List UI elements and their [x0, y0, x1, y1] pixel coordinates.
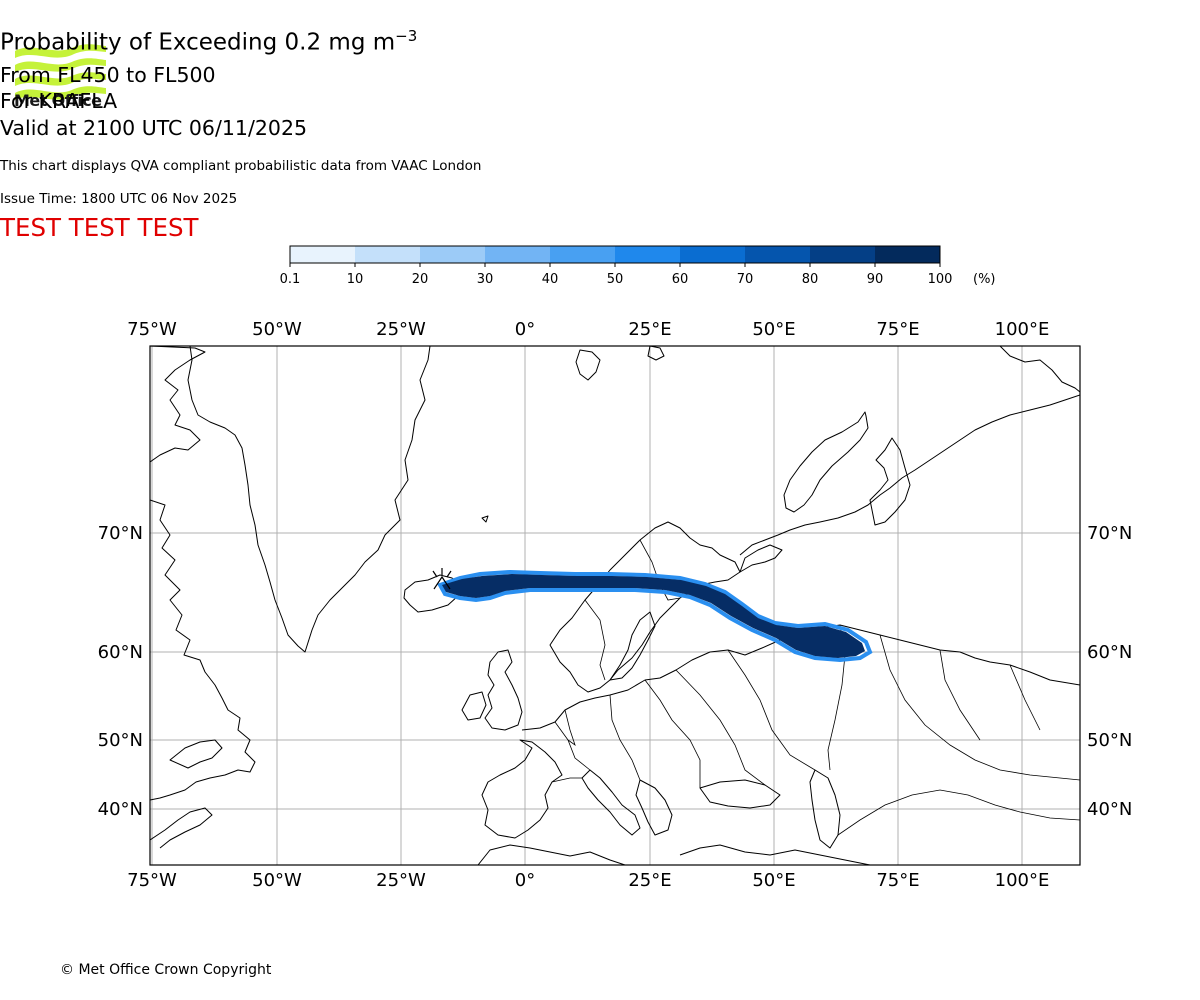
border-russia-north — [939, 649, 1041, 741]
lat-label-left: 70°N — [98, 523, 143, 544]
coastline-caspian — [809, 769, 841, 849]
volcano-icon — [432, 568, 452, 590]
colorbar-cell-2 — [420, 246, 486, 263]
coastline-siberia — [739, 394, 1080, 556]
colorbar-tick-label: 80 — [802, 272, 819, 287]
lon-label-top: 50°E — [752, 319, 795, 340]
coastline-yamal — [869, 437, 911, 526]
colorbar-tick-label: 90 — [867, 272, 884, 287]
colorbar-cell-6 — [680, 246, 746, 263]
colorbar-cell-3 — [485, 246, 551, 263]
lon-label-top: 25°W — [376, 319, 426, 340]
lat-label-left: 60°N — [98, 642, 143, 663]
flight-level-range: From FL450 to FL500 — [0, 63, 216, 87]
lon-label-bottom: 25°E — [628, 870, 671, 891]
coastline-kola — [739, 544, 783, 573]
colorbar-tick-label: 20 — [412, 272, 429, 287]
met-office-logo — [15, 44, 106, 100]
coastline-black-sea — [699, 779, 781, 809]
lon-label-top: 25°E — [628, 319, 671, 340]
colorbar-tick-label: 100 — [928, 272, 953, 287]
lon-label-bottom: 75°W — [127, 870, 177, 891]
coastline-franz-josef — [647, 346, 665, 361]
lon-label-top: 50°W — [252, 319, 302, 340]
coastline-taymyr — [999, 346, 1080, 393]
colorbar-cell-9 — [875, 246, 941, 263]
valid-time: Valid at 2100 UTC 06/11/2025 — [0, 116, 308, 140]
lat-label-left: 40°N — [98, 799, 143, 820]
coastline-gulf-bothnia — [609, 611, 656, 681]
coastline-newfoundland — [169, 739, 223, 769]
colorbar-cell-1 — [355, 246, 421, 263]
coastline-balkans — [635, 779, 673, 836]
colorbar-tick-label: 0.1 — [280, 272, 300, 287]
lat-label-right: 60°N — [1087, 642, 1132, 663]
coastline-jan-mayen — [481, 515, 489, 523]
copyright-notice: © Met Office Crown Copyright — [60, 962, 272, 978]
colorbar-cell-7 — [745, 246, 811, 263]
lon-label-bottom: 100°E — [995, 870, 1050, 891]
lat-label-right: 40°N — [1087, 799, 1132, 820]
logo-wave-3 — [15, 72, 106, 86]
coastline-africa — [477, 844, 626, 865]
coastline-svalbard — [575, 349, 601, 381]
lon-label-bottom: 50°W — [252, 870, 302, 891]
chart-description: This chart displays QVA compliant probab… — [0, 158, 482, 174]
lon-label-bottom: 50°E — [752, 870, 795, 891]
lon-label-top: 75°E — [876, 319, 919, 340]
colorbar-cell-4 — [550, 246, 616, 263]
coastline-middle-east — [679, 844, 871, 865]
lat-label-left: 50°N — [98, 730, 143, 751]
colorbar-tick-label: 30 — [477, 272, 494, 287]
coastline-scandinavia — [549, 521, 741, 693]
coastline-greenland — [187, 346, 431, 653]
border-kazakhstan — [837, 789, 1080, 836]
lat-label-right: 50°N — [1087, 730, 1132, 751]
colorbar-tick-label: 40 — [542, 272, 559, 287]
coastline-novaya-zemlya — [783, 411, 869, 513]
lat-label-right: 70°N — [1087, 523, 1132, 544]
test-banner: TEST TEST TEST — [0, 213, 199, 242]
volcano-name: For KRAFLA — [0, 89, 118, 113]
lon-label-bottom: 25°W — [376, 870, 426, 891]
coastline-canada — [150, 346, 206, 463]
border-europe-1 — [554, 679, 701, 788]
lon-label-top: 100°E — [995, 319, 1050, 340]
logo-wave-4 — [15, 86, 106, 100]
border-western-europe — [551, 709, 582, 783]
lon-label-bottom: 75°E — [876, 870, 919, 891]
ash-probability-map: 75°W 50°W 25°W 0° 25°E 50°E 75°E 100°E 75°W 50°W… — [98, 319, 1133, 891]
coastline-italy — [581, 769, 641, 836]
colorbar-tick-label: 10 — [347, 272, 364, 287]
coastline-nova-scotia — [150, 807, 213, 849]
lon-label-bottom: 0° — [515, 870, 535, 891]
lon-label-top: 75°W — [127, 319, 177, 340]
colorbar-cell-0 — [290, 246, 356, 263]
met-office-wordmark: Met Office — [14, 91, 102, 110]
colorbar-unit: (%) — [973, 272, 996, 287]
coastline-iberia — [481, 739, 563, 839]
issue-time: Issue Time: 1800 UTC 06 Nov 2025 — [0, 191, 238, 207]
logo-wave-2 — [15, 58, 106, 72]
coastline-labrador — [150, 499, 256, 801]
colorbar-tick-label: 60 — [672, 272, 689, 287]
logo-wave-1 — [15, 44, 106, 58]
coastline-great-britain — [484, 649, 523, 731]
chart-title: Probability of Exceeding 0.2 mg m−3 — [0, 27, 418, 56]
colorbar-cell-5 — [615, 246, 681, 263]
coastline-ireland — [461, 691, 487, 721]
colorbar-cell-8 — [810, 246, 876, 263]
colorbar-tick-label: 50 — [607, 272, 624, 287]
probability-colorbar: 0.1 10 20 30 40 50 60 70 80 90 100 (%) — [280, 245, 996, 287]
border-europe-2 — [675, 649, 816, 786]
ash-plume — [437, 569, 873, 663]
coastline-europe — [521, 624, 1080, 731]
colorbar-tick-label: 70 — [737, 272, 754, 287]
lon-label-top: 0° — [515, 319, 535, 340]
